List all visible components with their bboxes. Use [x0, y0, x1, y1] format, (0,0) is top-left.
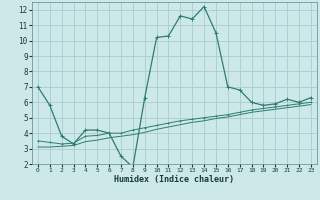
X-axis label: Humidex (Indice chaleur): Humidex (Indice chaleur) [115, 175, 234, 184]
